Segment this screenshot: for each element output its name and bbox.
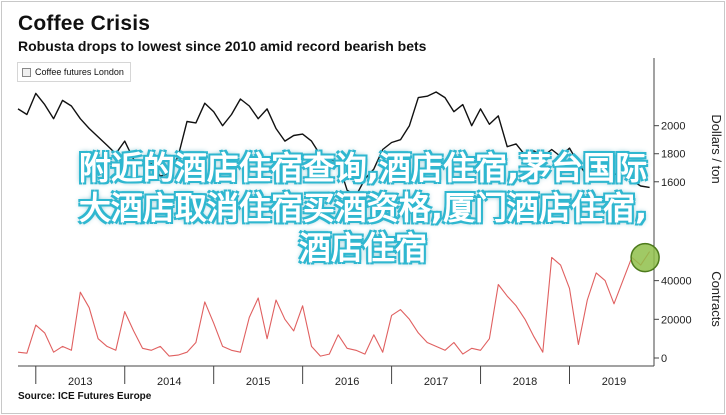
y-upper-tick-label: 2000: [661, 121, 685, 133]
overlay-line-3: 酒店住宿: [298, 229, 427, 267]
y-upper-tick-label: 1800: [661, 149, 685, 161]
x-tick-label: 2017: [424, 376, 448, 388]
price-series-line: [17, 91, 650, 197]
y-upper-axis-label: Dollars / ton: [709, 114, 724, 183]
legend: Coffee futures London: [17, 62, 131, 82]
x-tick-label: 2019: [602, 376, 626, 388]
y-lower-tick-label: 0: [661, 353, 667, 365]
legend-swatch: [22, 67, 31, 77]
x-tick-label: 2014: [157, 376, 181, 388]
x-tick-label: 2018: [513, 376, 537, 388]
x-tick-label: 2013: [68, 376, 92, 388]
chart-subtitle: Robusta drops to lowest since 2010 amid …: [18, 38, 427, 54]
chart-title: Coffee Crisis: [18, 12, 151, 35]
overlay-line-1: 附近的酒店住宿查询,酒店住宿,茅台国际: [78, 149, 648, 187]
overlay-watermark-text: 附近的酒店住宿查询,酒店住宿,茅台国际 大酒店取消住宿买酒资格,厦门酒店住宿, …: [0, 148, 726, 268]
y-upper-tick-label: 1600: [661, 177, 685, 189]
source-note: Source: ICE Futures Europe: [18, 391, 152, 402]
open-interest-series-line: [17, 251, 651, 357]
y-lower-tick-label: 40000: [661, 276, 692, 288]
legend-label: Coffee futures London: [35, 67, 124, 77]
y-lower-tick-label: 20000: [661, 314, 692, 326]
x-tick-label: 2016: [335, 376, 359, 388]
y-lower-axis-label: Contracts: [709, 271, 724, 327]
x-tick-label: 2015: [246, 376, 270, 388]
latest-point-highlight: [630, 242, 660, 273]
overlay-line-2: 大酒店取消住宿买酒资格,厦门酒店住宿,: [78, 189, 648, 227]
